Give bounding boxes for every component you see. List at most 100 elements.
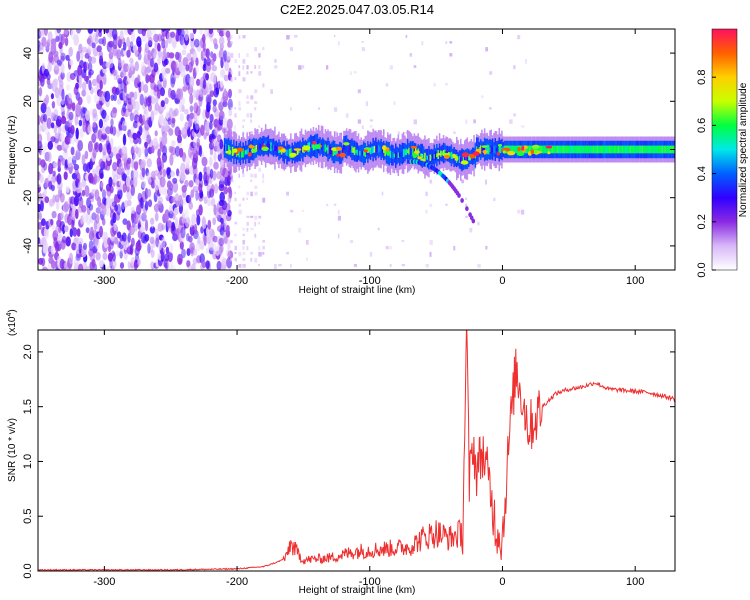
- noise-blob: [50, 184, 55, 192]
- noise-blob: [170, 77, 175, 88]
- noise-blob: [223, 74, 229, 82]
- noise-blob: [102, 197, 107, 205]
- signal-core: [393, 153, 396, 158]
- signal-core: [464, 157, 466, 162]
- noise-blob: [153, 137, 158, 147]
- weak-blob: [357, 89, 361, 94]
- snr-scale-factor: (x104): [6, 309, 18, 336]
- signal-core: [620, 145, 623, 154]
- noise-blob: [119, 30, 124, 40]
- noise-blob: [144, 200, 149, 211]
- signal-peak: [247, 152, 252, 157]
- signal-peak: [437, 153, 441, 156]
- weak-blob: [238, 173, 240, 178]
- noise-blob: [38, 40, 41, 52]
- signal-peak: [496, 152, 500, 156]
- noise-blob: [48, 162, 54, 175]
- noise-blob: [129, 244, 134, 256]
- signal-core: [241, 148, 243, 158]
- weak-blob: [517, 209, 521, 214]
- signal-core: [392, 151, 394, 159]
- weak-blob: [333, 107, 338, 112]
- signal-core: [421, 153, 423, 158]
- noise-blob: [122, 218, 128, 225]
- noise-blob: [92, 108, 98, 119]
- signal-core: [352, 147, 354, 153]
- noise-blob: [38, 212, 42, 221]
- weak-blob: [250, 191, 253, 197]
- noise-blob: [66, 97, 73, 110]
- signal-core: [541, 145, 543, 154]
- weak-blob: [234, 245, 237, 251]
- signal-core: [617, 145, 620, 154]
- noise-blob: [42, 266, 48, 270]
- noise-blob: [157, 148, 161, 158]
- signal-core: [377, 145, 380, 153]
- weak-blob: [425, 209, 428, 214]
- figure-title: C2E2.2025.047.03.05.R14: [280, 2, 434, 17]
- noise-blob: [175, 199, 180, 208]
- noise-blob: [82, 163, 88, 172]
- noise-blob: [164, 39, 168, 49]
- noise-blob: [172, 177, 178, 184]
- weak-blob: [429, 251, 432, 257]
- noise-blob: [53, 78, 59, 87]
- noise-blob: [112, 107, 118, 114]
- signal-core: [595, 145, 597, 154]
- noise-blob: [46, 73, 51, 81]
- noise-blob: [212, 235, 219, 243]
- noise-blob: [144, 146, 149, 158]
- signal-core: [625, 145, 628, 154]
- signal-band: [223, 124, 675, 181]
- noise-blob: [81, 154, 86, 166]
- signal-core: [249, 148, 251, 154]
- noise-blob: [117, 98, 122, 105]
- weak-blob: [246, 113, 250, 118]
- noise-blob: [102, 36, 107, 47]
- noise-blob: [95, 141, 100, 153]
- weak-blob: [238, 209, 242, 215]
- noise-blob: [53, 125, 57, 134]
- noise-blob: [161, 224, 165, 231]
- noise-blob: [154, 228, 159, 235]
- weak-blob: [242, 233, 246, 237]
- noise-blob: [75, 29, 82, 34]
- colorbar-tick-label: 0.8: [696, 70, 708, 85]
- noise-blob: [174, 145, 181, 157]
- weak-blob: [262, 245, 265, 250]
- weak-blob: [337, 209, 340, 215]
- weak-blob: [274, 264, 277, 269]
- snr-series-line: [38, 330, 675, 571]
- noise-blob: [59, 221, 66, 232]
- weak-blob: [250, 173, 254, 178]
- noise-blob: [50, 93, 55, 100]
- weak-blob: [449, 53, 453, 57]
- signal-core: [510, 145, 512, 154]
- noise-blob: [44, 41, 50, 50]
- signal-peak: [507, 151, 516, 156]
- noise-blob: [44, 196, 50, 204]
- noise-blob: [226, 51, 231, 60]
- noise-blob: [189, 112, 195, 120]
- noise-blob: [180, 162, 186, 175]
- noise-blob: [205, 73, 210, 81]
- signal-core: [357, 148, 360, 158]
- signal-core: [347, 144, 349, 151]
- noise-blob: [185, 216, 191, 228]
- signal-core: [462, 156, 465, 163]
- weak-blob: [473, 119, 476, 124]
- weak-scatter-region: [230, 35, 527, 269]
- weak-blob: [238, 101, 241, 107]
- snr-scale-exponent: 4: [6, 313, 13, 317]
- noise-blob: [192, 29, 197, 35]
- weak-blob: [242, 125, 244, 128]
- signal-core: [629, 145, 632, 154]
- noise-blob: [56, 115, 62, 128]
- noise-blob: [116, 49, 122, 61]
- noise-blob: [38, 221, 42, 230]
- noise-blob: [133, 91, 138, 101]
- snr-x-axis-label: Height of straight line (km): [299, 585, 416, 596]
- noise-blob: [178, 194, 183, 207]
- signal-core: [405, 148, 408, 156]
- noise-blob: [51, 210, 57, 219]
